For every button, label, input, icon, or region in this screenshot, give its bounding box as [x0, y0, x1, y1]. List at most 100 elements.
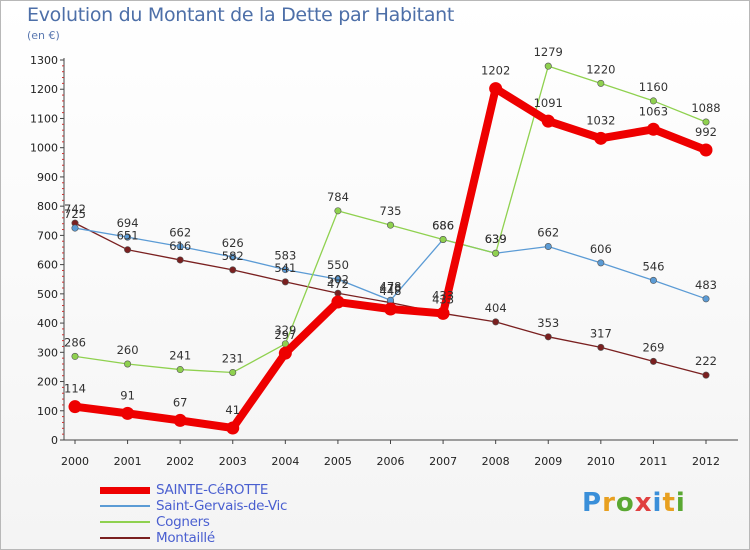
- data-label-montaill: 470: [380, 282, 402, 296]
- logo-letter: t: [662, 488, 676, 518]
- data-point-montaill: [176, 256, 184, 264]
- data-point-sainte-c-rotte: [489, 82, 503, 96]
- y-tick-label: 700: [37, 229, 58, 242]
- legend-label: Saint-Gervais-de-Vic: [156, 498, 288, 514]
- data-label-saint-gervais-de-vic: 662: [169, 225, 191, 239]
- data-point-cogners: [649, 97, 657, 105]
- data-point-saint-gervais-de-vic: [649, 276, 657, 284]
- y-tick-label: 200: [37, 376, 58, 389]
- data-point-saint-gervais-de-vic: [71, 224, 79, 232]
- y-tick-label: 1000: [30, 142, 58, 155]
- data-label-cogners: 1220: [586, 62, 615, 76]
- y-tick-label: 0: [51, 434, 58, 447]
- legend-swatch: [100, 521, 150, 523]
- data-point-cogners: [492, 249, 500, 257]
- data-point-saint-gervais-de-vic: [702, 295, 710, 303]
- data-point-sainte-c-rotte: [594, 131, 608, 145]
- logo-letter: i: [675, 488, 686, 518]
- logo-letter: P: [582, 488, 603, 518]
- data-label-saint-gervais-de-vic: 583: [274, 249, 296, 263]
- y-tick-label: 900: [37, 171, 58, 184]
- data-point-cogners: [176, 366, 184, 374]
- data-label-montaill: 433: [432, 292, 454, 306]
- data-label-saint-gervais-de-vic: 686: [432, 218, 454, 232]
- data-label-montaill: 404: [485, 301, 507, 315]
- data-label-sainte-c-rotte: 433: [432, 288, 454, 302]
- data-label-cogners: 686: [432, 218, 454, 232]
- data-point-sainte-c-rotte: [646, 122, 660, 136]
- x-tick-label: 2012: [692, 455, 720, 468]
- data-point-montaill: [124, 246, 132, 254]
- legend-label: Montaillé: [156, 530, 215, 546]
- data-label-cogners: 1160: [639, 80, 668, 94]
- data-label-cogners: 735: [380, 204, 402, 218]
- data-label-montaill: 353: [537, 316, 559, 330]
- data-label-sainte-c-rotte: 1202: [481, 64, 510, 78]
- data-label-saint-gervais-de-vic: 550: [327, 258, 349, 272]
- legend-label: Cogners: [156, 514, 210, 530]
- legend-label: SAINTE-CéROTTE: [156, 482, 269, 498]
- data-label-montaill: 541: [274, 261, 296, 275]
- data-labels: 742 651 616 582 541 502 470 433 404 353 317 269 222 7…: [64, 45, 721, 417]
- data-label-sainte-c-rotte: 297: [274, 328, 296, 342]
- data-point-cogners: [334, 207, 342, 215]
- data-label-cogners: 784: [327, 190, 349, 204]
- data-label-sainte-c-rotte: 992: [695, 125, 717, 139]
- y-tick-label: 1300: [30, 54, 58, 67]
- x-tick-label: 2007: [429, 455, 457, 468]
- data-label-cogners: 1088: [691, 101, 720, 115]
- data-label-cogners: 241: [169, 349, 191, 363]
- data-point-sainte-c-rotte: [384, 302, 397, 316]
- data-point-saint-gervais-de-vic: [229, 253, 237, 261]
- legend-swatch: [100, 505, 150, 507]
- data-point-cogners: [597, 79, 605, 87]
- data-point-saint-gervais-de-vic: [544, 242, 552, 250]
- data-point-montaill: [281, 278, 289, 286]
- legend-swatch: [100, 487, 150, 494]
- chart-title: Evolution du Montant de la Dette par Hab…: [27, 4, 455, 26]
- data-point-montaill: [649, 357, 657, 365]
- x-tick-label: 2004: [271, 455, 299, 468]
- data-point-montaill: [544, 333, 552, 341]
- data-point-montaill: [229, 266, 237, 274]
- data-label-saint-gervais-de-vic: 626: [222, 236, 244, 250]
- x-tick-label: 2002: [166, 455, 194, 468]
- data-point-cogners: [71, 352, 79, 360]
- data-label-saint-gervais-de-vic: 639: [485, 232, 507, 246]
- data-point-cogners: [229, 368, 237, 376]
- y-tick-label: 1200: [30, 83, 58, 96]
- data-label-cogners: 231: [222, 351, 244, 365]
- data-label-cogners: 286: [64, 335, 86, 349]
- data-point-sainte-c-rotte: [226, 421, 240, 435]
- data-label-saint-gervais-de-vic: 606: [590, 242, 612, 256]
- data-label-sainte-c-rotte: 91: [120, 388, 135, 402]
- logo-letter: x: [634, 488, 653, 518]
- data-label-sainte-c-rotte: 1091: [534, 96, 563, 110]
- data-label-montaill: 742: [64, 202, 86, 216]
- data-label-saint-gervais-de-vic: 483: [695, 278, 717, 292]
- proxiti-logo: Proxiti: [582, 488, 686, 518]
- data-point-sainte-c-rotte: [68, 400, 82, 414]
- data-label-sainte-c-rotte: 41: [225, 403, 240, 417]
- x-tick-label: 2001: [114, 455, 142, 468]
- x-tick-label: 2011: [639, 455, 667, 468]
- data-label-cogners: 260: [117, 343, 139, 357]
- chart-axes: 0 100 200 300 400 500 600 700 800 900 1000 1100 1200…: [30, 54, 738, 468]
- x-tick-label: 2005: [324, 455, 352, 468]
- data-label-saint-gervais-de-vic: 662: [537, 225, 559, 239]
- data-point-cogners: [544, 62, 552, 70]
- data-label-saint-gervais-de-vic: 725: [64, 207, 86, 221]
- data-point-sainte-c-rotte: [278, 346, 292, 360]
- data-point-sainte-c-rotte: [436, 306, 450, 320]
- data-point-sainte-c-rotte: [331, 295, 345, 309]
- data-point-cogners: [124, 360, 132, 368]
- data-label-sainte-c-rotte: 1032: [586, 113, 615, 127]
- data-point-sainte-c-rotte: [541, 114, 555, 128]
- data-label-montaill: 269: [642, 340, 664, 354]
- data-label-montaill: 502: [327, 272, 349, 286]
- data-point-montaill: [597, 343, 605, 351]
- legend-swatch: [100, 537, 150, 539]
- data-label-cogners: 639: [485, 232, 507, 246]
- data-label-montaill: 222: [695, 354, 717, 368]
